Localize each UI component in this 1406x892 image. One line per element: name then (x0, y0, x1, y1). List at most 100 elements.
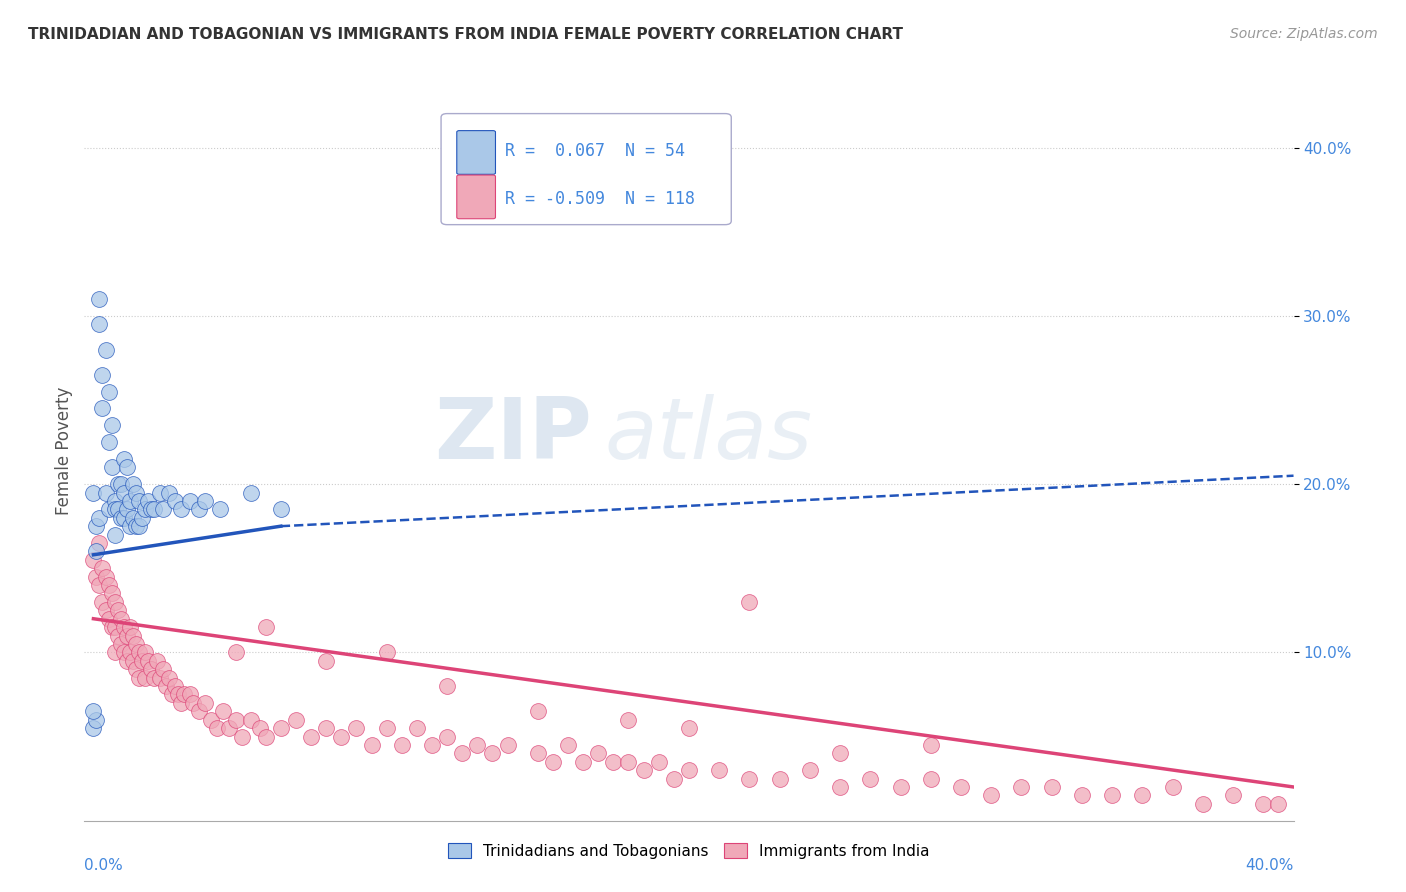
Point (86, 519, 108, 533)
Point (617, 713, 640, 727)
Point (391, 738, 413, 752)
Point (188, 704, 211, 718)
Point (239, 485, 262, 500)
Point (170, 502, 193, 516)
Point (100, 586, 122, 600)
Point (115, 628, 138, 642)
Point (375, 645, 398, 659)
Point (118, 494, 141, 508)
Point (799, 763, 821, 777)
Point (89, 318, 111, 332)
Point (285, 713, 308, 727)
Point (557, 738, 579, 752)
Point (1161, 780, 1184, 794)
Text: ZIP: ZIP (434, 394, 592, 477)
Point (155, 679, 177, 693)
Point (110, 637, 132, 651)
Point (1071, 789, 1094, 803)
Point (104, 645, 127, 659)
Point (91, 561, 114, 575)
Point (100, 418, 122, 433)
Point (112, 645, 135, 659)
Point (142, 671, 165, 685)
Point (200, 713, 222, 727)
Point (82, 704, 104, 718)
Point (97, 435, 120, 450)
Point (167, 688, 190, 702)
Point (239, 713, 262, 727)
Point (97, 578, 120, 592)
Point (633, 763, 655, 777)
Point (890, 780, 912, 794)
Text: 40.0%: 40.0% (1246, 858, 1294, 872)
Point (830, 747, 852, 761)
Point (709, 763, 731, 777)
Point (830, 780, 852, 794)
Point (165, 679, 187, 693)
Point (125, 485, 148, 500)
Point (118, 519, 141, 533)
Legend: Trinidadians and Tobagonians, Immigrants from India: Trinidadians and Tobagonians, Immigrants… (441, 837, 936, 865)
Point (86, 569, 108, 583)
Point (128, 494, 150, 508)
Point (315, 721, 337, 735)
Point (118, 620, 141, 634)
Point (270, 502, 292, 516)
Point (128, 519, 150, 533)
Point (121, 510, 143, 524)
Point (125, 637, 148, 651)
Point (467, 738, 489, 752)
Point (82, 721, 104, 735)
Point (1011, 780, 1033, 794)
Point (100, 620, 122, 634)
Point (146, 654, 169, 668)
Point (121, 654, 143, 668)
Point (97, 384, 120, 399)
Point (121, 628, 143, 642)
Point (299, 730, 322, 744)
Point (115, 502, 138, 516)
Point (1267, 797, 1289, 811)
Point (128, 671, 150, 685)
Point (451, 747, 474, 761)
Point (89, 578, 111, 592)
Point (1040, 780, 1063, 794)
Point (152, 662, 174, 676)
Point (107, 603, 129, 617)
Point (134, 502, 156, 516)
Point (118, 645, 141, 659)
Point (115, 654, 138, 668)
Point (527, 747, 550, 761)
Point (94, 485, 117, 500)
Point (209, 502, 232, 516)
Point (112, 485, 135, 500)
Point (152, 502, 174, 516)
Point (194, 494, 217, 508)
Point (131, 654, 153, 668)
Point (1192, 797, 1215, 811)
Point (950, 780, 973, 794)
Point (1222, 789, 1244, 803)
Point (86, 544, 108, 558)
Point (104, 494, 127, 508)
Point (194, 696, 217, 710)
Point (541, 755, 564, 769)
Point (420, 738, 443, 752)
Point (107, 502, 129, 516)
Point (115, 460, 138, 475)
Text: R = -0.509  N = 118: R = -0.509 N = 118 (505, 190, 695, 208)
Point (165, 494, 187, 508)
Y-axis label: Female Poverty: Female Poverty (55, 386, 73, 515)
Point (125, 662, 148, 676)
Point (149, 485, 172, 500)
Point (82, 485, 104, 500)
Point (225, 645, 247, 659)
Point (94, 343, 117, 357)
Point (104, 595, 127, 609)
Point (496, 738, 519, 752)
Point (315, 654, 337, 668)
Point (662, 772, 685, 786)
Point (980, 789, 1002, 803)
Point (173, 688, 195, 702)
Point (218, 721, 240, 735)
